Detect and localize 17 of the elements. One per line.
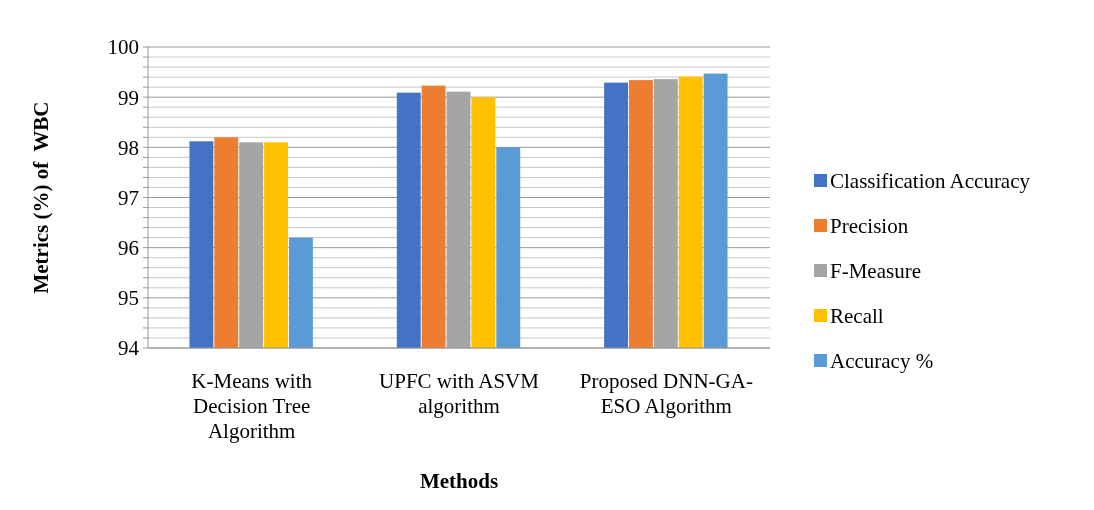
x-axis-title: Methods [419, 469, 499, 493]
y-tick-label: 97 [118, 185, 139, 210]
y-tick-label: 95 [118, 286, 139, 311]
legend-label: Recall [830, 304, 884, 329]
y-tick-label: 99 [118, 85, 139, 110]
legend-label: Accuracy % [830, 349, 934, 374]
legend-label: Precision [830, 214, 909, 239]
y-axis-title: Metrics (%) of WBC [29, 101, 53, 294]
y-tick-label: 98 [118, 135, 139, 160]
y-tick-label: 100 [107, 35, 139, 60]
x-tick-label: Proposed DNN-GA-ESO Algorithm [579, 369, 753, 418]
y-tick-label: 94 [118, 336, 140, 361]
legend-label: Classification Accuracy [830, 169, 1031, 194]
legend-label: F-Measure [830, 259, 921, 284]
y-tick-label: 96 [118, 236, 139, 261]
x-tick-label: UPFC with ASVM algorithm [379, 369, 540, 418]
x-tick-label: K-Means with Decision Tree Algorithm [191, 369, 313, 443]
